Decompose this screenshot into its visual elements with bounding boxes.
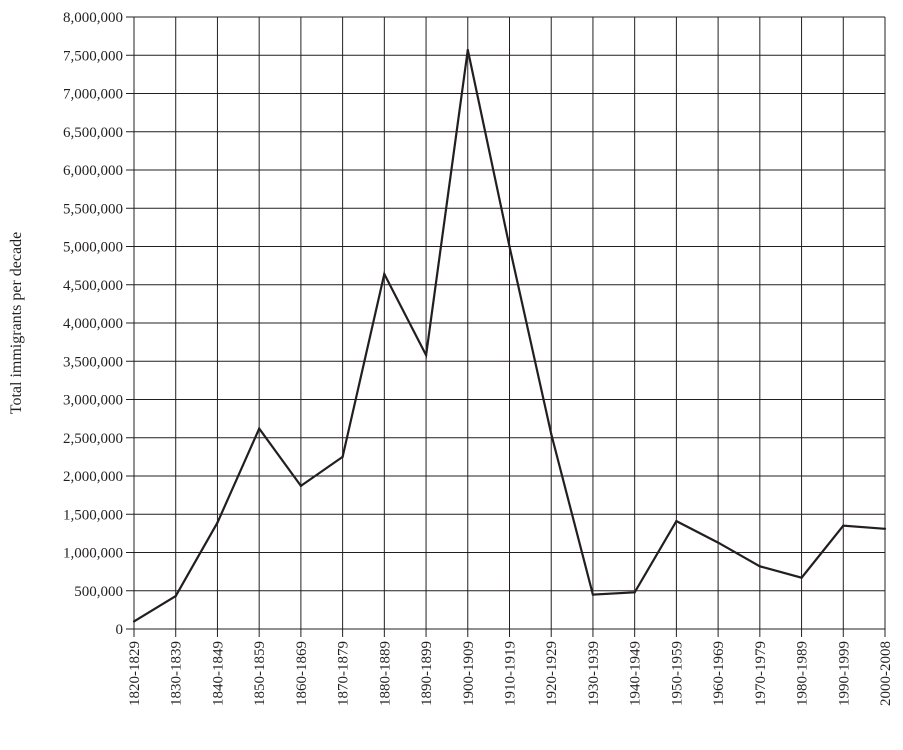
- y-tick-label: 4,000,000: [63, 316, 123, 332]
- x-tick-label: 1990-1999: [836, 641, 852, 706]
- x-tick-label: 1910-1919: [503, 641, 519, 706]
- series-layer: [132, 48, 887, 623]
- data-point: [633, 591, 636, 594]
- data-point: [550, 432, 553, 436]
- data-point: [883, 527, 887, 530]
- data-point: [299, 484, 302, 488]
- x-tick-label: 1880-1889: [377, 641, 393, 706]
- x-tick-label: 1870-1879: [336, 641, 352, 706]
- y-tick-label: 8,000,000: [63, 10, 123, 26]
- y-axis-label: Total immigrants per decade: [8, 232, 25, 414]
- x-tick-label: 1830-1839: [169, 641, 185, 706]
- x-tick-label: 1920-1929: [544, 641, 560, 706]
- x-tick-label: 1930-1939: [586, 641, 602, 706]
- data-point: [383, 272, 386, 276]
- x-tick-label: 1840-1849: [210, 641, 226, 706]
- y-tick-label: 0: [116, 622, 124, 638]
- y-tick-label: 3,000,000: [63, 393, 123, 409]
- x-tick-label: 1980-1989: [795, 641, 811, 706]
- data-point: [842, 524, 845, 527]
- x-axis-ticks: 1820-1829 1830-1839 1840-1849 1850-1859 1860…: [127, 629, 894, 706]
- x-tick-label: 1900-1909: [461, 641, 477, 706]
- x-tick-label: 1970-1979: [753, 641, 769, 706]
- y-tick-label: 4,500,000: [63, 278, 123, 294]
- y-tick-label: 5,500,000: [63, 201, 123, 217]
- y-tick-label: 7,500,000: [63, 48, 123, 64]
- y-tick-label: 500,000: [74, 584, 123, 600]
- x-tick-label: 1940-1949: [628, 641, 644, 706]
- x-tick-label: 1960-1969: [711, 641, 727, 706]
- data-point: [800, 576, 803, 579]
- data-point: [174, 595, 177, 598]
- data-point: [132, 620, 136, 623]
- y-tick-label: 7,000,000: [63, 87, 123, 103]
- y-axis-ticks: 0 500,000 1,000,000 1,500,000 2,000,000 2,500…: [63, 10, 134, 638]
- x-tick-label: 1950-1959: [669, 641, 685, 706]
- y-tick-label: 6,500,000: [63, 125, 123, 141]
- x-tick-label: 1850-1859: [252, 641, 268, 706]
- data-point: [717, 541, 720, 544]
- grid: [133, 16, 886, 630]
- data-point: [466, 48, 469, 51]
- data-point: [508, 245, 511, 248]
- y-tick-label: 3,500,000: [63, 354, 123, 370]
- x-tick-label: 1820-1829: [127, 641, 143, 706]
- data-point: [216, 521, 219, 524]
- y-tick-label: 6,000,000: [63, 163, 123, 179]
- y-tick-label: 5,000,000: [63, 240, 123, 256]
- y-tick-label: 2,000,000: [63, 469, 123, 485]
- data-point: [675, 520, 678, 523]
- data-point: [758, 565, 761, 568]
- x-tick-label: 2000-2008: [878, 641, 894, 706]
- data-point: [591, 593, 595, 596]
- y-tick-label: 2,500,000: [63, 431, 123, 447]
- x-tick-label: 1860-1869: [294, 641, 310, 706]
- y-tick-label: 1,000,000: [63, 546, 123, 562]
- x-tick-label: 1890-1899: [419, 641, 435, 706]
- data-point: [341, 455, 344, 458]
- data-point: [258, 427, 261, 430]
- y-tick-label: 1,500,000: [63, 507, 123, 523]
- data-point: [424, 354, 428, 357]
